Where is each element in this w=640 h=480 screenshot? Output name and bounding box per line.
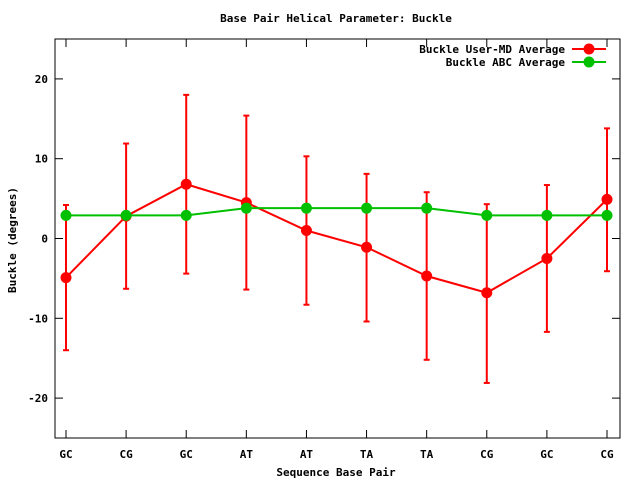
series-1-point: [180, 178, 192, 190]
x-tick-label: GC: [59, 448, 72, 461]
y-axis-label: Buckle (degrees): [6, 187, 19, 293]
y-tick-label: 20: [35, 73, 48, 86]
series-2-point: [60, 209, 72, 221]
x-axis: GC CG GC AT AT TA TA CG GC CG: [59, 39, 614, 461]
x-tick-label: GC: [540, 448, 553, 461]
y-tick-label: -10: [28, 312, 48, 325]
y-tick-label: -20: [28, 392, 48, 405]
x-tick-label: CG: [480, 448, 494, 461]
series-1-point: [421, 270, 433, 282]
series-1-point: [60, 272, 72, 284]
series-lines: [65, 183, 608, 294]
series-2-point: [481, 209, 493, 221]
series-2-point: [240, 202, 252, 214]
legend-label: Buckle User-MD Average: [419, 43, 565, 56]
series-2-point: [421, 202, 433, 214]
x-tick-label: CG: [600, 448, 614, 461]
y-tick-label: 0: [41, 233, 48, 246]
series-points: [60, 178, 613, 299]
x-tick-label: TA: [420, 448, 434, 461]
series-2-point: [180, 209, 192, 221]
x-tick-label: AT: [240, 448, 254, 461]
series-2-point: [601, 209, 613, 221]
legend-label: Buckle ABC Average: [446, 56, 566, 69]
series-1-point: [300, 225, 312, 237]
x-axis-label: Sequence Base Pair: [276, 466, 396, 479]
series-2-point: [361, 202, 373, 214]
x-tick-label: TA: [360, 448, 374, 461]
series-line-2: [66, 207, 607, 217]
series-1-point: [601, 193, 613, 205]
series-2-point: [120, 209, 132, 221]
series-1-point: [481, 287, 493, 299]
series-1-point: [541, 252, 553, 264]
x-tick-label: AT: [300, 448, 314, 461]
chart-title: Base Pair Helical Parameter: Buckle: [220, 12, 452, 25]
legend-marker: [583, 43, 595, 55]
legend-marker: [583, 56, 595, 68]
y-axis: -20 -10 0 10 20: [28, 73, 620, 405]
series-1-point: [361, 241, 373, 253]
x-tick-label: GC: [180, 448, 193, 461]
y-tick-label: 10: [35, 153, 48, 166]
series-2-point: [300, 202, 312, 214]
series-2-point: [541, 209, 553, 221]
x-tick-label: CG: [119, 448, 133, 461]
series-line-1: [65, 183, 608, 294]
